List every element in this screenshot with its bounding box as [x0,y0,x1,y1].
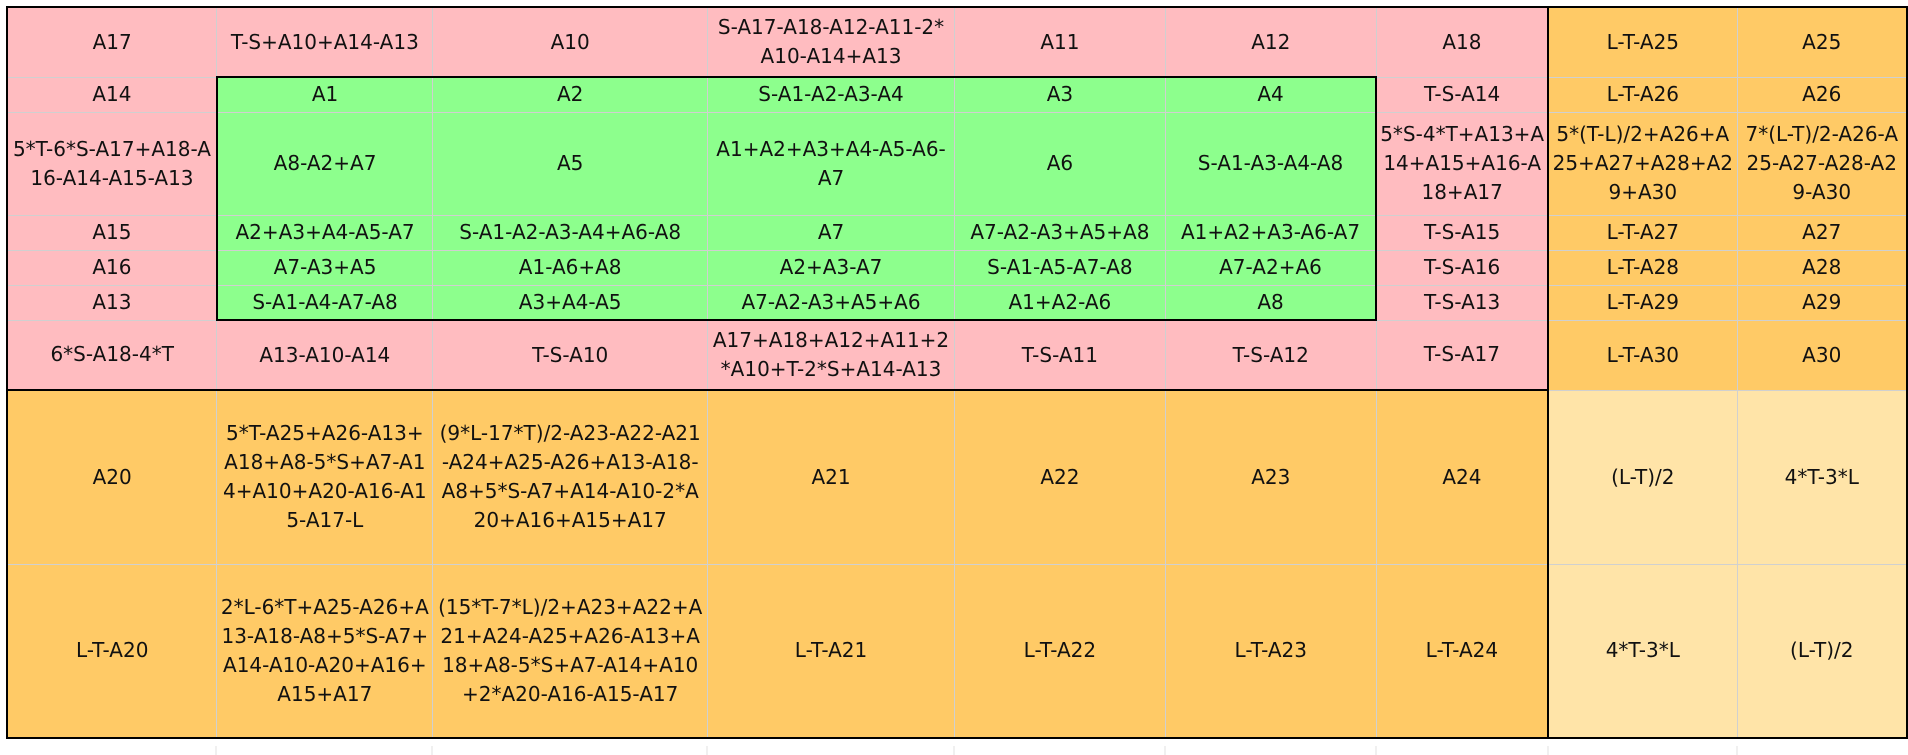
grid-cell[interactable]: T-S-A10 [432,319,709,391]
grid-cell[interactable]: A14 [6,76,218,113]
grid-cell[interactable]: A22 [953,389,1166,565]
grid-cell[interactable]: L-T-A30 [1547,319,1738,391]
grid-cell[interactable]: A15 [6,214,218,251]
grid-cell[interactable]: 4*T-3*L [1547,563,1738,739]
grid-cell[interactable]: T-S-A14 [1375,76,1549,113]
grid-cell[interactable]: L-T-A21 [707,563,955,739]
grid-cell[interactable]: 2*L-6*T+A25-A26+A13-A18-A8+5*S-A7+A14-A1… [216,563,434,739]
grid-cell[interactable]: A1+A2+A3+A4-A5-A6-A7 [707,111,955,216]
grid-cell[interactable]: S-A1-A4-A7-A8 [215,284,434,321]
grid-row: A20 5*T-A25+A26-A13+A18+A8-5*S+A7-A14+A10… [6,389,1908,565]
grid-cell[interactable]: T-S-A17 [1375,319,1549,391]
grid-cell[interactable]: A11 [953,6,1166,78]
grid-row: A13 S-A1-A4-A7-A8 A3+A4-A5 A7-A2-A3+A5+A6 A1… [6,284,1908,321]
grid-cell[interactable]: A3+A4-A5 [432,284,709,321]
grid-cell[interactable]: A12 [1164,6,1377,78]
grid-row: 6*S-A18-4*T A13-A10-A14 T-S-A10 A17+A18+A12… [6,319,1908,391]
grid-cell[interactable]: T-S+A10+A14-A13 [216,6,434,78]
grid-cell[interactable]: A25 [1736,6,1908,78]
sheet-gridlines [215,746,1738,755]
grid-cell[interactable]: A7-A2-A3+A5+A6 [707,284,955,321]
grid-cell[interactable]: L-T-A28 [1547,249,1738,286]
grid-cell[interactable]: A7-A2-A3+A5+A8 [953,214,1166,251]
grid-cell[interactable]: A29 [1736,284,1908,321]
grid-cell[interactable]: A18 [1375,6,1549,78]
grid-cell[interactable]: A27 [1736,214,1908,251]
grid-cell[interactable]: L-T-A20 [6,563,218,739]
grid-cell[interactable]: A4 [1164,76,1378,113]
grid-cell[interactable]: A7 [707,214,955,251]
grid-cell[interactable]: A8 [1164,284,1378,321]
grid-cell[interactable]: A26 [1736,76,1908,113]
grid-cell[interactable]: A1+A2+A3-A6-A7 [1164,214,1378,251]
grid-cell[interactable]: L-T-A27 [1547,214,1738,251]
grid-cell[interactable]: T-S-A11 [953,319,1166,391]
grid-cell[interactable]: 5*S-4*T+A13+A14+A15+A16-A18+A17 [1375,111,1549,216]
grid-cell[interactable]: L-T-A29 [1547,284,1738,321]
grid-cell[interactable]: S-A17-A18-A12-A11-2*A10-A14+A13 [707,6,955,78]
grid-cell[interactable]: S-A1-A5-A7-A8 [953,249,1166,286]
grid-cell[interactable]: T-S-A15 [1375,214,1549,251]
grid-cell[interactable]: A6 [953,111,1166,216]
grid-cell[interactable]: (15*T-7*L)/2+A23+A22+A21+A24-A25+A26-A13… [432,563,709,739]
grid-cell[interactable]: S-A1-A2-A3-A4 [707,76,955,113]
grid-cell[interactable]: A13-A10-A14 [216,319,434,391]
grid-cell[interactable]: L-T-A25 [1547,6,1738,78]
grid-cell[interactable]: L-T-A23 [1164,563,1377,739]
grid-row: A15 A2+A3+A4-A5-A7 S-A1-A2-A3-A4+A6-A8 A7 A7… [6,214,1908,251]
grid-cell[interactable]: (L-T)/2 [1547,389,1738,565]
grid-cell[interactable]: L-T-A24 [1375,563,1549,739]
grid-row: A17 T-S+A10+A14-A13 A10 S-A17-A18-A12-A11-2… [6,6,1908,78]
grid-cell[interactable]: A2+A3+A4-A5-A7 [215,214,434,251]
grid-cell[interactable]: 7*(L-T)/2-A26-A25-A27-A28-A29-A30 [1736,111,1908,216]
grid-cell[interactable]: A28 [1736,249,1908,286]
grid-cell[interactable]: A2+A3-A7 [707,249,955,286]
grid-cell[interactable]: A1+A2-A6 [953,284,1166,321]
grid-cell[interactable]: T-S-A13 [1375,284,1549,321]
grid-cell[interactable]: A17 [6,6,218,78]
grid-cell[interactable]: S-A1-A3-A4-A8 [1164,111,1378,216]
grid-cell[interactable]: A17+A18+A12+A11+2*A10+T-2*S+A14-A13 [707,319,955,391]
grid-cell[interactable]: A30 [1736,319,1908,391]
grid-cell[interactable]: A7-A3+A5 [215,249,434,286]
grid-cell[interactable]: 6*S-A18-4*T [6,319,218,391]
grid-cell[interactable]: S-A1-A2-A3-A4+A6-A8 [432,214,709,251]
grid-cell[interactable]: T-S-A16 [1375,249,1549,286]
grid-cell[interactable]: A23 [1164,389,1377,565]
grid-cell[interactable]: A24 [1375,389,1549,565]
grid-cell[interactable]: 5*T-A25+A26-A13+A18+A8-5*S+A7-A14+A10+A2… [216,389,434,565]
grid-cell[interactable]: A16 [6,249,218,286]
grid-cell[interactable]: L-T-A26 [1547,76,1738,113]
grid-row: A16 A7-A3+A5 A1-A6+A8 A2+A3-A7 S-A1-A5-A7-A8… [6,249,1908,286]
grid-cell[interactable]: 5*(T-L)/2+A26+A25+A27+A28+A29+A30 [1547,111,1738,216]
grid-cell[interactable]: A10 [432,6,709,78]
grid-cell[interactable]: A2 [432,76,709,113]
grid-cell[interactable]: A13 [6,284,218,321]
grid-cell[interactable]: (9*L-17*T)/2-A23-A22-A21-A24+A25-A26+A13… [432,389,709,565]
grid-cell[interactable]: 4*T-3*L [1736,389,1908,565]
grid-cell[interactable]: A1-A6+A8 [432,249,709,286]
grid-cell[interactable]: (L-T)/2 [1736,563,1908,739]
grid-body: A17 T-S+A10+A14-A13 A10 S-A17-A18-A12-A11-2… [6,6,1908,739]
grid-cell[interactable]: A7-A2+A6 [1164,249,1378,286]
grid-cell[interactable]: A20 [6,389,218,565]
grid-row: A14 A1 A2 S-A1-A2-A3-A4 A3 A4 T-S-A14 L-T-A26 A2… [6,76,1908,113]
grid-row: L-T-A20 2*L-6*T+A25-A26+A13-A18-A8+5*S-A7… [6,563,1908,739]
grid-cell[interactable]: T-S-A12 [1164,319,1377,391]
grid-cell[interactable]: A8-A2+A7 [215,111,434,216]
grid-cell[interactable]: 5*T-6*S-A17+A18-A16-A14-A15-A13 [6,111,218,216]
formula-grid: A17 T-S+A10+A14-A13 A10 S-A17-A18-A12-A11-2… [6,6,1908,739]
grid-cell[interactable]: L-T-A22 [953,563,1166,739]
grid-cell[interactable]: A1 [215,76,434,113]
grid-cell[interactable]: A5 [432,111,709,216]
grid-cell[interactable]: A3 [953,76,1166,113]
grid-row: 5*T-6*S-A17+A18-A16-A14-A15-A13 A8-A2+A7 A… [6,111,1908,216]
grid-cell[interactable]: A21 [707,389,955,565]
